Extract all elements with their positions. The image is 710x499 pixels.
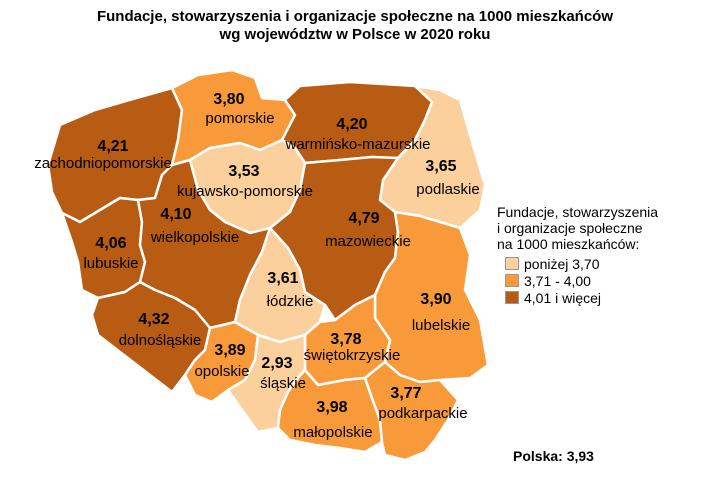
value-dolnoslaskie: 4,32 (138, 311, 169, 328)
name-zachodniopomorskie: zachodniopomorskie (34, 155, 172, 172)
value-lubelskie: 3,90 (420, 291, 451, 308)
name-slaskie: śląskie (260, 375, 306, 392)
name-lodzkie: łódzkie (267, 293, 314, 310)
value-zachodniopomorskie: 4,21 (97, 138, 128, 155)
legend-swatch-high (505, 291, 519, 304)
value-opolskie: 3,89 (214, 342, 245, 359)
value-warminsko: 4,20 (336, 116, 367, 133)
legend-label-high: 4,01 i więcej (524, 289, 602, 306)
poland-total: Polska: 3,93 (513, 448, 594, 464)
value-mazowieckie: 4,79 (348, 210, 379, 227)
name-podkarpackie: podkarpackie (378, 405, 467, 422)
value-wielkopolskie: 4,10 (160, 206, 191, 223)
legend-title-line-1: Fundacje, stowarzyszenia (497, 204, 659, 220)
region-podkarpackie (363, 360, 460, 462)
name-opolskie: opolskie (194, 363, 249, 380)
legend-title-line-3: na 1000 mieszkańców: (497, 236, 640, 252)
legend-item-low: poniżej 3,70 (505, 255, 658, 272)
value-kujawsko: 3,53 (228, 163, 259, 180)
legend-title-line-2: i organizacje społeczne (497, 220, 643, 236)
name-lubuskie: lubuskie (83, 255, 138, 272)
legend-label-low: poniżej 3,70 (524, 255, 600, 272)
legend-item-mid: 3,71 - 4,00 (505, 272, 658, 289)
legend-label-mid: 3,71 - 4,00 (524, 272, 591, 289)
name-malopolskie: małopolskie (293, 424, 372, 441)
value-slaskie: 2,93 (261, 355, 292, 372)
value-swietokrzyskie: 3,78 (330, 331, 361, 348)
region-malopolskie (276, 368, 384, 454)
map-title: Fundacje, stowarzyszenia i organizacje s… (0, 8, 710, 44)
name-mazowieckie: mazowieckie (325, 233, 411, 250)
map-legend: Fundacje, stowarzyszenia i organizacje s… (497, 204, 658, 306)
legend-swatch-mid (505, 274, 519, 287)
value-lodzkie: 3,61 (267, 270, 298, 287)
name-warminsko: warmińsko-mazurskie (284, 136, 430, 153)
title-line-1: Fundacje, stowarzyszenia i organizacje s… (96, 8, 614, 25)
value-lubuskie: 4,06 (95, 235, 126, 252)
name-wielkopolskie: wielkopolskie (150, 229, 239, 246)
name-podlaskie: podlaskie (416, 181, 479, 198)
name-dolnoslaskie: dolnośląskie (119, 332, 202, 349)
title-line-2: wg województw w Polsce w 2020 roku (219, 26, 491, 43)
value-pomorskie: 3,80 (213, 91, 244, 108)
name-pomorskie: pomorskie (205, 110, 274, 127)
name-lubelskie: lubelskie (412, 317, 470, 334)
value-podkarpackie: 3,77 (390, 385, 421, 402)
value-malopolskie: 3,98 (316, 399, 347, 416)
name-swietokrzyskie: świętokrzyskie (304, 347, 401, 364)
legend-title: Fundacje, stowarzyszenia i organizacje s… (497, 204, 658, 252)
legend-item-high: 4,01 i więcej (505, 289, 658, 306)
legend-swatch-low (505, 257, 519, 270)
name-kujawsko: kujawsko-pomorskie (177, 183, 313, 200)
value-podlaskie: 3,65 (425, 158, 456, 175)
